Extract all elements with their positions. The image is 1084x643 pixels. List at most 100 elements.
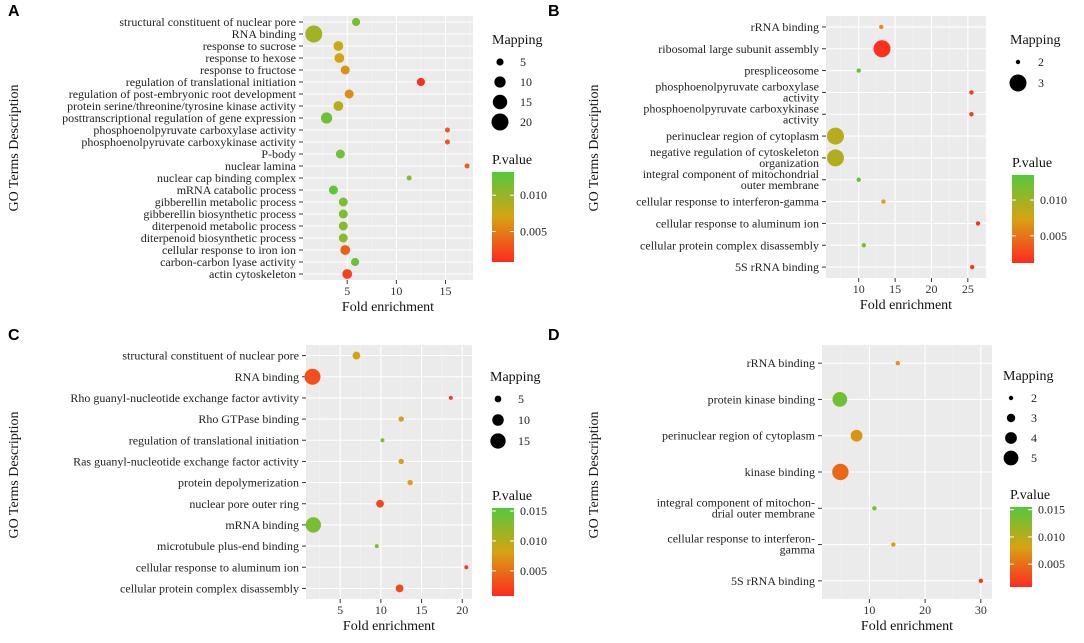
term-label: gibberellin biosynthetic process — [143, 207, 296, 221]
x-tick-label: 5 — [344, 284, 350, 298]
term-label-line: phosphoenolpyruvate carboxylase — [655, 79, 819, 93]
term-label-line: perinuclear region of cytoplasm — [666, 129, 820, 143]
term-label-line: gibberellin metabolic process — [155, 195, 297, 209]
term-label: ribosomal large subunit assembly — [658, 42, 819, 56]
term-label: regulation of translational initiation — [126, 75, 296, 89]
color-tick-label: 0.010 — [1038, 530, 1065, 544]
term-label-line: nuclear cap binding complex — [157, 171, 296, 185]
color-tick-label: 0.010 — [1040, 193, 1067, 207]
term-label: negative regulation of cytoskeleton organ… — [650, 145, 819, 170]
term-label-line: rRNA binding — [747, 356, 815, 370]
x-tick-label: 10 — [853, 282, 865, 296]
color-bar — [492, 508, 514, 596]
term-label: protein serine/threonine/tyrosine kinase… — [67, 99, 296, 113]
data-point — [444, 139, 450, 145]
color-legend-title: P.value — [1010, 488, 1050, 503]
size-legend-dot — [1008, 395, 1014, 401]
color-legend-title: P.value — [492, 153, 532, 168]
term-label: cellular response to interferon-gamma — [667, 532, 815, 557]
panel-letter: A — [8, 3, 20, 20]
term-label: gibberellin metabolic process — [155, 195, 297, 209]
data-point — [340, 245, 351, 255]
data-point — [333, 41, 344, 51]
data-point — [444, 127, 450, 133]
term-label: structural constituent of nuclear pore — [122, 349, 299, 363]
term-label: kinase binding — [745, 465, 815, 479]
term-label: phosphoenolpyruvate carboxykinase activit… — [643, 101, 819, 126]
data-point — [352, 351, 361, 360]
term-label: carbon-carbon lyase activity — [160, 255, 296, 269]
term-label: diterpenoid metabolic process — [152, 219, 296, 233]
x-axis-title: Fold enrichment — [342, 300, 434, 315]
term-label: phosphoenolpyruvate carboxykinase activi… — [81, 135, 296, 149]
color-bar — [1012, 175, 1034, 263]
term-label-line: phosphoenolpyruvate carboxykinase activi… — [81, 135, 296, 149]
term-label-line: microtubule plus-end binding — [157, 539, 299, 553]
data-point — [338, 233, 348, 243]
data-point — [351, 17, 361, 27]
x-tick-label: 25 — [962, 282, 974, 296]
data-point — [832, 392, 848, 407]
term-label-line: posttranscriptional regulation of gene e… — [62, 111, 296, 125]
color-tick-label: 0.005 — [1038, 557, 1065, 571]
term-label-line: cellular response to aluminum ion — [136, 560, 299, 574]
plot-background — [306, 345, 472, 599]
term-label-line: gamma — [780, 543, 816, 557]
x-tick-label: 15 — [416, 603, 428, 617]
size-legend-label: 15 — [518, 434, 530, 448]
term-label: protein kinase binding — [708, 392, 815, 406]
data-point — [969, 264, 975, 270]
term-label: nuclear lamina — [225, 159, 297, 173]
size-legend-label: 3 — [1038, 76, 1044, 90]
size-legend-title: Mapping — [1003, 369, 1054, 384]
data-point — [376, 499, 384, 508]
data-point — [395, 584, 404, 593]
term-label-line: kinase binding — [745, 465, 815, 479]
size-legend-label: 10 — [520, 75, 532, 89]
term-label-line: protein depolymerization — [178, 476, 299, 490]
size-legend-title: Mapping — [490, 370, 541, 385]
term-label-line: integral component of mitochon- — [657, 495, 815, 509]
color-tick-label: 0.005 — [520, 564, 547, 578]
size-legend-label: 5 — [1031, 451, 1037, 465]
color-tick-label: 0.010 — [520, 188, 547, 202]
y-axis-title: GO Terms Description — [7, 84, 22, 211]
size-legend-dot — [1003, 450, 1019, 466]
term-label-line: mRNA catabolic process — [177, 183, 297, 197]
x-axis-title: Fold enrichment — [861, 619, 953, 634]
size-legend-label: 5 — [518, 392, 524, 406]
data-point — [338, 197, 348, 207]
term-label-line: organization — [759, 156, 819, 170]
data-point — [333, 101, 344, 111]
term-label: rRNA binding — [751, 20, 819, 34]
size-legend-dot — [492, 94, 508, 110]
x-tick-label: 30 — [975, 603, 987, 617]
color-bar — [492, 172, 514, 262]
term-label-line: Rho GTPase binding — [198, 412, 299, 426]
term-label-line: protein serine/threonine/tyrosine kinase… — [67, 99, 296, 113]
term-label-line: 5S rRNA binding — [731, 574, 815, 588]
data-point — [895, 360, 901, 366]
term-label-line: diterpenoid biosynthetic process — [141, 231, 297, 245]
size-legend-label: 2 — [1031, 391, 1037, 405]
term-label: structural constituent of nuclear pore — [119, 15, 296, 29]
term-label-line: protein kinase binding — [708, 392, 815, 406]
term-label: nuclear pore outer ring — [189, 497, 299, 511]
data-point — [328, 185, 338, 195]
data-point — [873, 40, 891, 58]
term-label: Rho guanyl-nucleotide exchange factor av… — [70, 391, 299, 405]
term-label-line: RNA binding — [235, 370, 299, 384]
data-point — [342, 269, 353, 279]
term-label-line: cellular response to interferon- — [667, 532, 815, 546]
term-label-line: actin cytoskeleton — [209, 267, 296, 281]
data-point — [464, 565, 469, 570]
term-label-line: nuclear lamina — [225, 159, 297, 173]
color-tick-label: 0.005 — [1040, 229, 1067, 243]
term-label-line: perinuclear region of cytoplasm — [662, 429, 816, 443]
size-legend-dot — [491, 113, 509, 131]
term-label: integral component of mitochondrial outer… — [643, 167, 820, 192]
data-point — [856, 177, 861, 182]
term-label-line: phosphoenolpyruvate carboxylase activity — [93, 123, 296, 137]
term-label: cellular response to interferon-gamma — [636, 195, 820, 209]
term-label: cellular protein complex disassembly — [640, 238, 819, 252]
